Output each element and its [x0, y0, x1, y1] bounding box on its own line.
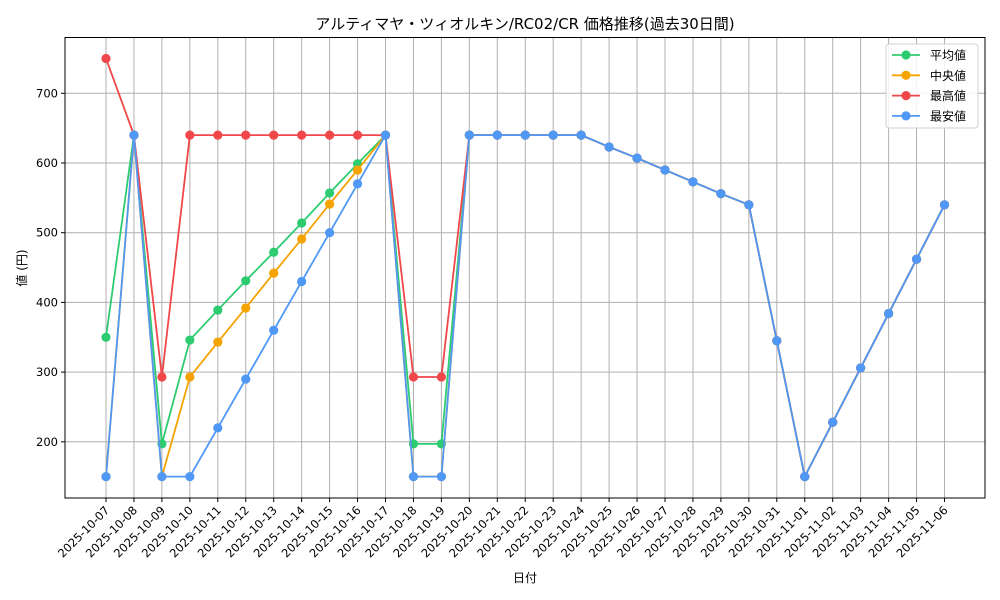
- x-axis-label: 日付: [513, 571, 537, 585]
- y-tick-label: 200: [36, 435, 58, 449]
- data-point: [352, 179, 363, 189]
- legend-label: 最安値: [930, 108, 966, 123]
- data-point: [213, 305, 223, 315]
- data-point: [911, 254, 922, 264]
- legend-item: 最高値: [892, 88, 966, 103]
- legend-label: 中央値: [930, 68, 966, 83]
- data-point: [269, 325, 279, 335]
- data-point: [576, 130, 586, 140]
- plot-frame: [64, 37, 986, 499]
- legend-marker-icon: [901, 91, 911, 101]
- chart-title: アルティマヤ・ツィオルキン/RC02/CR 価格推移(過去30日間): [315, 15, 734, 33]
- data-point: [325, 199, 335, 209]
- data-point: [548, 130, 558, 140]
- data-point: [800, 472, 810, 482]
- data-point: [157, 372, 167, 382]
- y-tick-label: 600: [36, 156, 58, 170]
- data-point: [325, 130, 335, 140]
- data-point: [492, 130, 502, 140]
- legend-label: 最高値: [930, 88, 966, 103]
- data-point: [269, 268, 279, 278]
- legend-item: 最安値: [892, 108, 966, 123]
- data-point: [408, 472, 419, 482]
- data-point: [213, 130, 223, 140]
- data-point: [436, 472, 446, 482]
- data-point: [185, 372, 195, 382]
- data-point: [884, 308, 894, 319]
- y-axis-ticks: 200 300 400 500 600 700: [36, 86, 65, 449]
- data-point: [744, 200, 754, 210]
- data-point: [241, 374, 251, 384]
- data-point: [408, 372, 419, 382]
- data-point: [828, 417, 838, 427]
- data-point: [464, 130, 474, 140]
- data-point: [101, 53, 111, 64]
- data-point: [939, 200, 950, 210]
- data-point: [297, 130, 307, 140]
- legend-marker-icon: [901, 111, 911, 121]
- data-point: [352, 130, 363, 140]
- data-point: [325, 228, 335, 238]
- grid-lines: [65, 37, 985, 498]
- legend-label: 平均値: [930, 48, 966, 63]
- data-point: [436, 372, 446, 382]
- legend-item: 平均値: [892, 48, 966, 63]
- data-point: [185, 130, 195, 140]
- y-tick-label: 500: [36, 226, 58, 240]
- x-axis-ticks: 2025-10-072025-10-082025-10-092025-10-10…: [55, 498, 951, 560]
- data-point: [660, 165, 670, 175]
- data-point: [213, 337, 223, 347]
- data-point: [269, 247, 279, 257]
- data-point: [772, 336, 782, 346]
- data-point: [241, 303, 251, 313]
- data-point: [688, 177, 698, 187]
- data-point: [241, 276, 251, 286]
- legend-marker-icon: [901, 70, 911, 80]
- data-point: [352, 165, 363, 175]
- legend-item: 中央値: [892, 68, 966, 83]
- y-tick-label: 300: [36, 365, 58, 379]
- data-series: [101, 53, 950, 482]
- data-point: [632, 153, 642, 163]
- data-point: [716, 189, 726, 199]
- data-point: [185, 472, 195, 482]
- data-point: [325, 188, 335, 198]
- y-tick-label: 700: [36, 86, 58, 100]
- data-point: [213, 423, 223, 433]
- data-point: [520, 130, 530, 140]
- data-point: [157, 472, 167, 482]
- data-point: [129, 130, 139, 140]
- data-point: [101, 472, 111, 482]
- y-tick-label: 400: [36, 295, 58, 309]
- data-point: [185, 335, 195, 345]
- data-point: [297, 218, 307, 228]
- data-point: [856, 363, 866, 373]
- y-axis-label: 値 (円): [14, 249, 29, 286]
- data-point: [269, 130, 279, 140]
- data-point: [380, 130, 391, 140]
- data-point: [241, 130, 251, 140]
- data-point: [297, 276, 307, 287]
- legend-marker-icon: [901, 50, 911, 60]
- series-line: [101, 130, 950, 482]
- data-point: [297, 234, 307, 244]
- data-point: [101, 332, 111, 342]
- data-point: [604, 142, 614, 152]
